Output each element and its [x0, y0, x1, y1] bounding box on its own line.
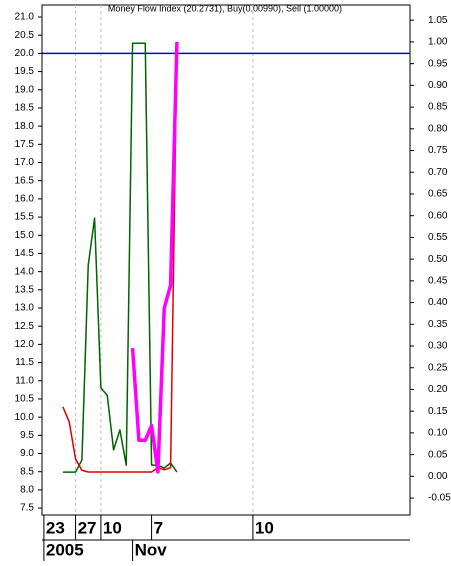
- period-label: 2005: [46, 540, 84, 559]
- y2-tick-label: 0.95: [428, 58, 448, 69]
- y-tick-label: 13.5: [15, 284, 35, 295]
- y2-tick-label: 0.85: [428, 102, 448, 113]
- period-label: Nov: [135, 540, 168, 559]
- x-tick-label: 27: [78, 518, 97, 537]
- y-tick-label: 10.0: [15, 412, 35, 423]
- y2-tick-label: 0.90: [428, 80, 448, 91]
- y-tick-label: 8.0: [20, 485, 34, 496]
- y-tick-label: 9.0: [20, 448, 34, 459]
- y-tick-label: 16.5: [15, 175, 35, 186]
- y2-tick-label: 0.60: [428, 210, 448, 221]
- y-tick-label: 20.0: [15, 48, 35, 59]
- y-tick-label: 18.0: [15, 121, 35, 132]
- y-tick-label: 19.0: [15, 84, 35, 95]
- y-tick-label: 18.5: [15, 103, 35, 114]
- chart-title: Money Flow Index (20.2731), Buy(0.00990)…: [108, 3, 342, 13]
- y-tick-label: 9.5: [20, 430, 34, 441]
- y2-tick-label: 0.00: [428, 471, 448, 482]
- y2-tick-label: -0.05: [428, 493, 451, 504]
- y-tick-label: 12.5: [15, 321, 35, 332]
- y2-tick-label: 0.20: [428, 384, 448, 395]
- y2-tick-label: 0.80: [428, 123, 448, 134]
- series-line: [130, 41, 179, 474]
- y-tick-label: 20.5: [15, 30, 35, 41]
- x-tick-label: 23: [46, 518, 65, 537]
- y-tick-label: 15.0: [15, 230, 35, 241]
- y-tick-label: 16.0: [15, 194, 35, 205]
- y-tick-label: 14.0: [15, 266, 35, 277]
- y-tick-label: 11.0: [15, 375, 34, 386]
- y2-tick-label: 1.05: [428, 15, 448, 26]
- y2-tick-label: 0.65: [428, 189, 448, 200]
- y2-tick-label: 0.15: [428, 406, 448, 417]
- y2-tick-label: 0.35: [428, 319, 448, 330]
- y2-tick-label: 0.70: [428, 167, 448, 178]
- y-tick-label: 15.5: [15, 212, 35, 223]
- y2-tick-label: 0.25: [428, 362, 448, 373]
- y2-tick-label: 0.30: [428, 341, 448, 352]
- y-tick-label: 19.5: [15, 66, 35, 77]
- plot-frame: [41, 4, 411, 516]
- y2-tick-label: 0.55: [428, 232, 448, 243]
- y-tick-label: 8.5: [20, 466, 34, 477]
- x-tick-label: 10: [255, 518, 274, 537]
- y-tick-label: 17.5: [15, 139, 35, 150]
- y2-tick-label: 0.45: [428, 275, 448, 286]
- y2-tick-label: 1.00: [428, 37, 448, 48]
- y-tick-label: 7.5: [20, 503, 34, 514]
- y-tick-label: 14.5: [15, 248, 35, 259]
- y-tick-label: 21.0: [15, 12, 35, 23]
- y-tick-label: 13.0: [15, 303, 35, 314]
- y-tick-label: 17.0: [15, 157, 35, 168]
- x-tick-label: 7: [154, 518, 163, 537]
- y2-tick-label: 0.50: [428, 254, 448, 265]
- y-tick-label: 11.5: [15, 357, 34, 368]
- y2-tick-label: 0.05: [428, 449, 448, 460]
- y-tick-label: 10.5: [15, 394, 35, 405]
- x-tick-label: 10: [103, 518, 122, 537]
- y2-tick-label: 0.75: [428, 145, 448, 156]
- y-tick-label: 12.0: [15, 339, 35, 350]
- y2-tick-label: 0.10: [428, 428, 448, 439]
- y2-tick-label: 0.40: [428, 297, 448, 308]
